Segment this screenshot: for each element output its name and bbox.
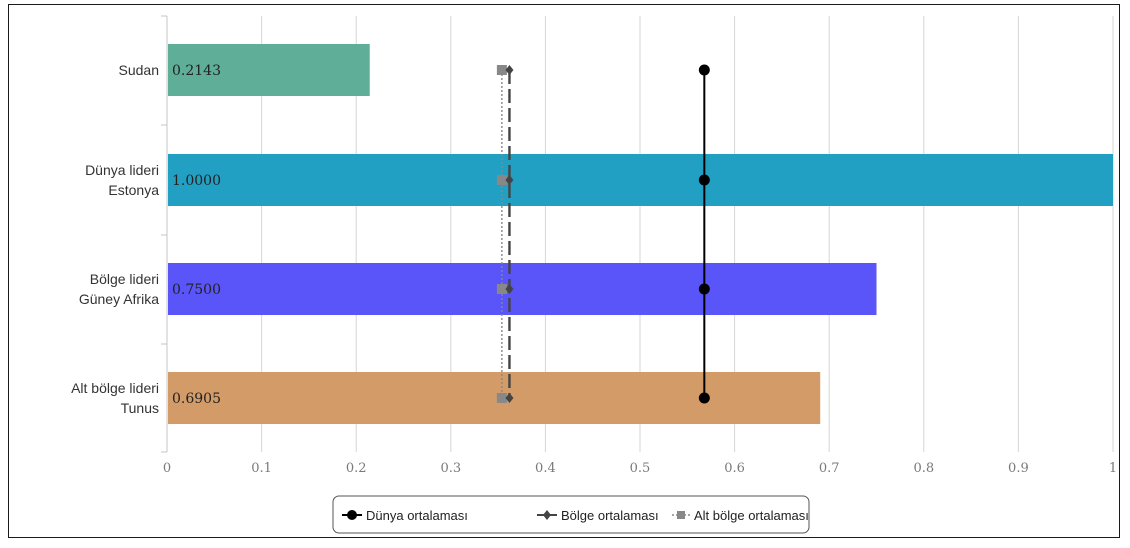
x-tick-label: 0.9 (1008, 461, 1029, 476)
x-tick-label: 0.5 (630, 461, 651, 476)
reference-marker (496, 393, 507, 403)
reference-marker (496, 175, 507, 185)
data-label: 0.6905 (172, 391, 221, 407)
legend-label: Bölge ortalaması (561, 508, 659, 523)
legend-box (332, 495, 810, 534)
category-label: Alt bölge lideri (71, 380, 159, 396)
category-label: Tunus (121, 400, 159, 416)
reference-marker (505, 284, 514, 294)
category-label: Sudan (119, 62, 159, 78)
category-label: Estonya (108, 182, 159, 198)
x-tick-label: 0.2 (346, 461, 367, 476)
reference-marker (698, 283, 710, 295)
x-tick-label: 0.8 (913, 461, 934, 476)
x-tick-label: 0.7 (819, 461, 840, 476)
bar (168, 263, 877, 315)
x-tick-label: 0.3 (440, 461, 461, 476)
reference-marker (698, 174, 710, 186)
legend-marker (543, 510, 551, 520)
x-tick-label: 1 (1109, 461, 1117, 476)
data-label: 0.2143 (172, 63, 221, 79)
reference-marker (496, 65, 507, 75)
legend-label: Alt bölge ortalaması (694, 508, 809, 523)
reference-marker (505, 175, 514, 185)
data-label: 1.0000 (172, 173, 221, 189)
legend-marker (677, 511, 685, 519)
x-tick-label: 0.6 (724, 461, 745, 476)
data-label: 0.7500 (172, 282, 221, 298)
x-tick-label: 0 (163, 461, 171, 476)
legend-label: Dünya ortalaması (366, 508, 468, 523)
bar (168, 154, 1113, 206)
reference-marker (496, 284, 507, 294)
reference-marker (505, 65, 514, 75)
reference-marker (698, 392, 710, 404)
x-tick-label: 0.1 (251, 461, 272, 476)
legend-marker (347, 510, 357, 520)
category-label: Bölge lideri (90, 271, 159, 287)
reference-marker (698, 64, 710, 76)
bar (168, 372, 821, 424)
reference-marker (505, 393, 514, 403)
bar (168, 44, 370, 96)
category-label: Güney Afrika (79, 291, 159, 307)
x-tick-label: 0.4 (535, 461, 556, 476)
category-label: Dünya lideri (85, 162, 159, 178)
